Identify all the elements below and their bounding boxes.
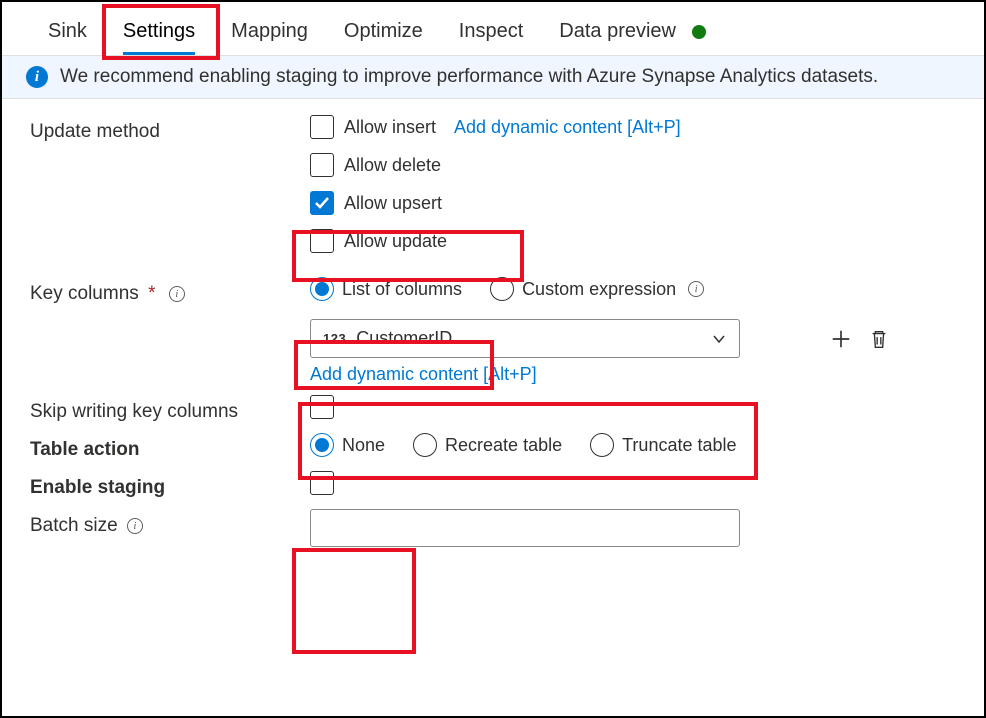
info-icon-key-columns[interactable]: i	[169, 286, 185, 302]
required-asterisk: *	[148, 283, 155, 304]
label-enable-staging: Enable staging	[30, 471, 310, 499]
label-batch-size-text: Batch size	[30, 515, 118, 536]
label-skip-writing: Skip writing key columns	[30, 395, 310, 423]
type-badge: 123	[323, 331, 346, 346]
tab-settings[interactable]: Settings	[105, 12, 213, 55]
label-table-none: None	[342, 435, 385, 456]
checkbox-skip-writing[interactable]	[310, 395, 334, 419]
info-bar-text: We recommend enabling staging to improve…	[60, 66, 878, 88]
info-icon-batch-size[interactable]: i	[127, 518, 143, 534]
label-allow-update: Allow update	[344, 231, 447, 252]
label-table-truncate: Truncate table	[622, 435, 736, 456]
tab-optimize[interactable]: Optimize	[326, 12, 441, 55]
checkbox-allow-upsert[interactable]	[310, 191, 334, 215]
link-add-dynamic-content-update[interactable]: Add dynamic content [Alt+P]	[454, 117, 681, 138]
input-batch-size[interactable]	[310, 509, 740, 547]
label-list-of-columns: List of columns	[342, 279, 462, 300]
checkbox-allow-insert[interactable]	[310, 115, 334, 139]
label-batch-size: Batch size i	[30, 509, 310, 537]
radio-table-truncate[interactable]	[590, 433, 614, 457]
label-custom-expression: Custom expression	[522, 279, 676, 300]
info-icon-custom-expression[interactable]: i	[688, 281, 704, 297]
dropdown-key-column[interactable]: 123 CustomerID	[310, 319, 740, 358]
checkbox-allow-update[interactable]	[310, 229, 334, 253]
dropdown-key-column-value: CustomerID	[356, 328, 452, 349]
label-key-columns: Key columns * i	[30, 277, 310, 305]
info-icon: i	[26, 66, 48, 88]
radio-table-none[interactable]	[310, 433, 334, 457]
chevron-down-icon	[711, 331, 727, 347]
add-icon[interactable]	[830, 328, 852, 350]
label-key-columns-text: Key columns	[30, 283, 139, 304]
tab-bar: Sink Settings Mapping Optimize Inspect D…	[2, 2, 984, 55]
label-table-recreate: Recreate table	[445, 435, 562, 456]
label-allow-upsert: Allow upsert	[344, 193, 442, 214]
tab-data-preview-label: Data preview	[559, 20, 676, 42]
label-allow-delete: Allow delete	[344, 155, 441, 176]
tab-sink[interactable]: Sink	[30, 12, 105, 55]
radio-custom-expression[interactable]	[490, 277, 514, 301]
delete-icon[interactable]	[868, 328, 890, 350]
tab-mapping[interactable]: Mapping	[213, 12, 326, 55]
tab-inspect[interactable]: Inspect	[441, 12, 541, 55]
tab-data-preview[interactable]: Data preview	[541, 12, 723, 55]
label-update-method: Update method	[30, 115, 310, 143]
radio-table-recreate[interactable]	[413, 433, 437, 457]
label-allow-insert: Allow insert	[344, 117, 436, 138]
status-dot-icon	[692, 25, 706, 39]
link-add-dynamic-content-key[interactable]: Add dynamic content [Alt+P]	[310, 364, 956, 385]
checkbox-enable-staging[interactable]	[310, 471, 334, 495]
checkbox-allow-delete[interactable]	[310, 153, 334, 177]
info-bar: i We recommend enabling staging to impro…	[2, 55, 984, 99]
radio-list-of-columns[interactable]	[310, 277, 334, 301]
label-table-action: Table action	[30, 433, 310, 461]
